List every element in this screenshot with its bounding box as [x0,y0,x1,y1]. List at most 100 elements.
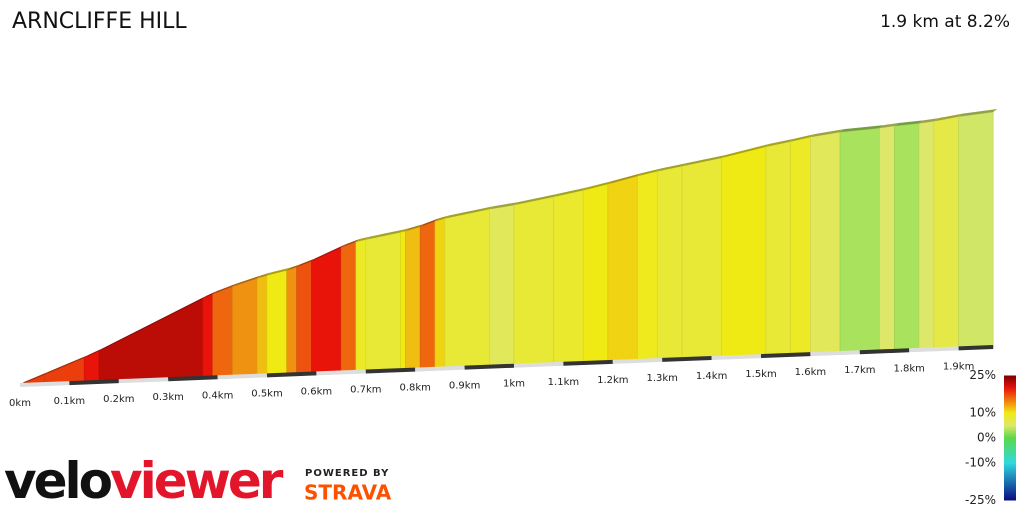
x-tick-label: 0.6km [301,386,332,397]
x-tick-label: 1.1km [548,377,579,388]
gradient-segment [839,127,880,354]
segment-top [721,143,770,158]
x-tick-label: 0.5km [251,388,282,399]
gradient-segment [296,260,312,375]
axis-band [711,354,762,360]
x-tick-label: 0.9km [449,381,480,392]
axis-band [118,377,169,384]
segment-top [681,154,726,167]
axis-band [563,359,613,366]
segment-top [405,223,425,232]
gradient-segment [918,120,935,351]
segment-top [232,275,262,287]
chart-subtitle: 1.9 km at 8.2% [880,12,1010,32]
x-tick-label: 0.8km [399,383,430,394]
gradient-segment [202,293,213,379]
gradient-segment [879,125,895,352]
segment-top [637,168,662,177]
segment-top [267,267,291,276]
axis-band [662,355,712,362]
x-tick-label: 1km [503,379,525,390]
logo-velo: velo [4,452,112,510]
logo: veloviewer [4,452,284,510]
axis-band [266,371,317,378]
gradient-segment [98,298,204,383]
gradient-segment [365,232,401,372]
segment-top [933,113,963,122]
x-tick-label: 1.7km [844,365,875,376]
segment-top [296,258,316,268]
segment-top [400,228,410,233]
color-legend [1004,375,1016,501]
segment-top [212,283,237,295]
axis-band [464,363,515,370]
axis-band [810,350,860,357]
gradient-segment [444,208,490,369]
axis-band [760,352,811,359]
legend-tick-label: -25% [965,493,996,507]
segment-top [365,229,405,240]
segment-top [286,264,301,271]
x-tick-label: 1.8km [893,363,924,374]
segment-top [355,236,370,242]
axis-band [958,345,994,351]
axis-band [612,357,663,364]
gradient-segment [958,111,994,349]
segment-top [444,206,494,219]
gradient-segment [355,239,367,373]
x-tick-label: 0.7km [350,384,381,395]
strava-logo: STRAVA [304,481,392,505]
gradient-segment [553,190,584,365]
segment-top [341,238,360,248]
segment-top [840,125,884,133]
gradient-segment [607,175,638,363]
gradient-segment [266,270,288,376]
gradient-segment [400,230,406,371]
segment-top [919,118,938,124]
gradient-segment [311,247,342,374]
gradient-segment [212,286,233,378]
gradient-segment [894,123,920,352]
segment-top [894,120,924,126]
axis-band [69,379,119,386]
axis-band [168,375,218,382]
x-tick-label: 1.3km [646,373,677,384]
segment-top [20,371,49,385]
segment-top [311,244,346,262]
segment-top [434,215,449,222]
gradient-segment [286,266,297,375]
gradient-segment [933,116,959,350]
segment-top [765,138,795,147]
x-tick-label: 0.1km [54,396,85,407]
gradient-segment [340,241,357,373]
x-tick-label: 0km [9,398,31,409]
segment-top [44,354,89,375]
segment-top [790,134,815,142]
axis-band [859,348,910,355]
gradient-segment [810,131,841,355]
axis-band [19,381,70,387]
axis-band [909,346,959,353]
logo-viewer: viewer [110,452,284,510]
chart-title: ARNCLIFFE HILL [12,9,187,34]
gradient-segment [790,136,811,356]
powered-by: POWERED BY [305,468,389,479]
axis-band [316,369,366,376]
axis-band [513,361,564,368]
gradient-segment [582,183,609,364]
gradient-segment [637,170,658,362]
legend-tick-label: 0% [977,431,996,445]
segment-top [514,193,558,206]
gradient-segment [256,275,268,377]
gradient-segment [513,196,554,367]
gradient-segment [765,141,791,357]
segment-top [958,109,998,117]
x-tick-label: 1.6km [795,367,826,378]
segment-top [420,218,439,227]
axis-band [415,365,465,372]
segment-top [657,163,686,172]
legend-tick-label: 10% [969,406,996,420]
segment-top [84,348,104,358]
